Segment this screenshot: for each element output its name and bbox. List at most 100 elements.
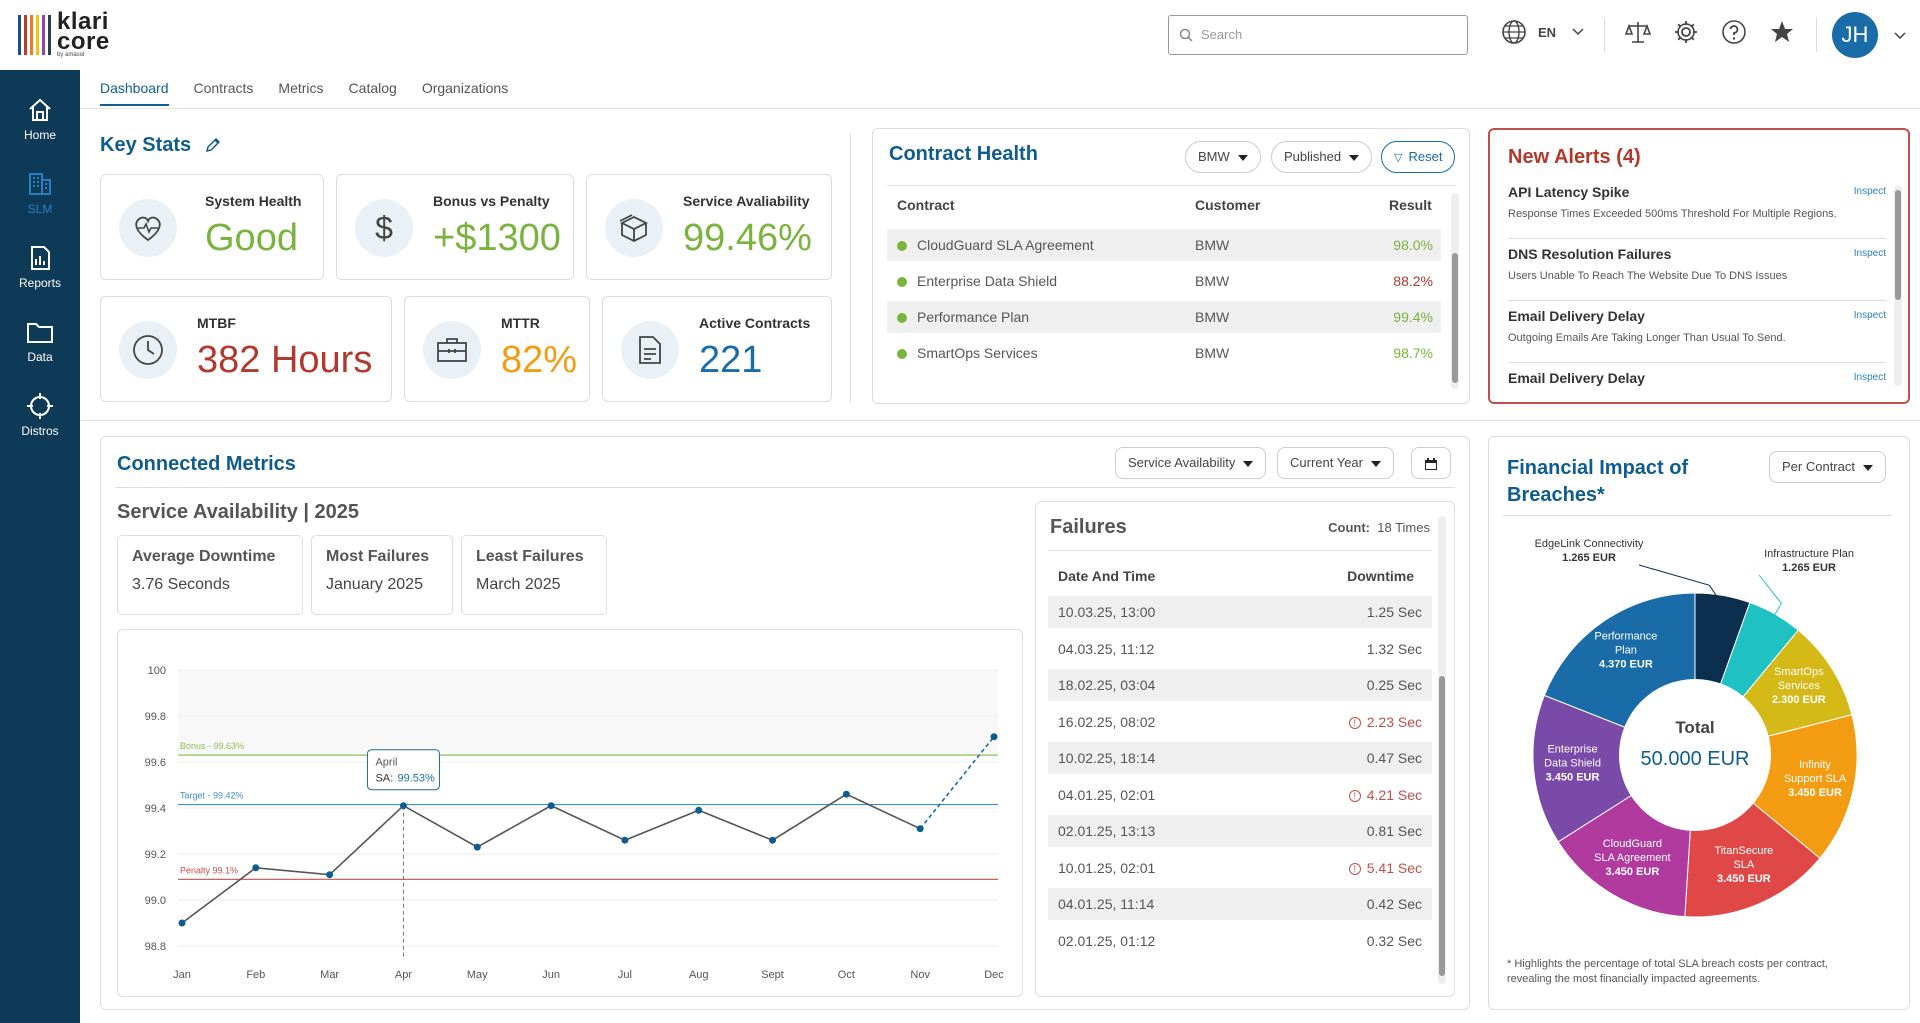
date-cell: 02.01.25, 01:12 — [1058, 932, 1156, 949]
sidebar-label-slm: SLM — [27, 202, 53, 216]
tooltip-box — [366, 749, 440, 791]
alert-title: Email Delivery Delay — [1508, 370, 1645, 386]
status-dot — [897, 349, 907, 360]
slice-name-line: TitanSecure — [1714, 845, 1773, 857]
stat-card-mttr[interactable]: MTTR 82% — [404, 296, 590, 402]
customer-filter-dropdown[interactable]: BMW — [1185, 141, 1261, 173]
scales-button[interactable] — [1624, 18, 1652, 46]
warning-icon: ! — [1348, 862, 1361, 875]
reset-button[interactable]: ▽ Reset — [1381, 141, 1456, 173]
slice-name: Infinity Support SLA — [1784, 759, 1847, 785]
stat-card-service-availability[interactable]: Service Avaliability 99.46% — [586, 174, 832, 280]
help-icon — [1722, 20, 1746, 44]
failure-row[interactable]: 10.02.25, 18:14 0.47 Sec — [1048, 742, 1432, 774]
result-cell: 88.2% — [1393, 273, 1433, 289]
table-row[interactable]: Enterprise Data Shield BMW 88.2% — [887, 265, 1441, 297]
failure-row[interactable]: 16.02.25, 08:02 ! 2.23 Sec — [1048, 706, 1432, 738]
failure-row[interactable]: 18.02.25, 03:04 0.25 Sec — [1048, 669, 1432, 701]
tab-metrics[interactable]: Metrics — [278, 80, 324, 96]
search-input[interactable]: Search — [1168, 15, 1468, 55]
alerts-panel: New Alerts (4) API Latency Spike Inspect R… — [1488, 128, 1910, 404]
language-selector[interactable]: EN — [1500, 18, 1584, 46]
stat-label: Bonus vs Penalty — [433, 193, 550, 209]
table-row[interactable]: Performance Plan BMW 99.4% — [887, 301, 1441, 333]
alert-divider — [1508, 362, 1886, 363]
inspect-link[interactable]: Inspect — [1853, 248, 1886, 259]
x-tick-label: Oct — [838, 969, 855, 981]
alert-item[interactable]: DNS Resolution Failures Inspect Users Unab… — [1508, 246, 1886, 301]
customer-cell: BMW — [1195, 309, 1230, 325]
dollar-icon: $ — [375, 209, 393, 246]
failure-row[interactable]: 04.01.25, 02:01 ! 4.21 Sec — [1048, 779, 1432, 811]
failure-row[interactable]: 10.03.25, 13:00 1.25 Sec — [1048, 596, 1432, 628]
failure-row[interactable]: 04.03.25, 11:12 1.32 Sec — [1048, 633, 1432, 665]
data-point — [695, 806, 703, 814]
clock-icon-circle — [119, 321, 177, 379]
table-row[interactable]: SmartOps Services BMW 98.7% — [887, 337, 1441, 369]
inspect-link[interactable]: Inspect — [1853, 310, 1886, 321]
sidebar-item-data[interactable]: Data — [0, 312, 80, 376]
divider — [115, 487, 1455, 488]
settings-button[interactable] — [1672, 18, 1700, 46]
alert-title: DNS Resolution Failures — [1508, 246, 1672, 262]
failure-row[interactable]: 02.01.25, 01:12 0.32 Sec — [1048, 925, 1432, 957]
scrollbar-thumb[interactable] — [1439, 676, 1445, 976]
avatar-chevron-icon[interactable] — [1894, 32, 1906, 40]
tab-contracts[interactable]: Contracts — [193, 80, 254, 96]
count-value: 18 Times — [1377, 520, 1430, 535]
inspect-link[interactable]: Inspect — [1853, 186, 1886, 197]
pie-slice[interactable] — [1532, 694, 1697, 843]
favorites-button[interactable] — [1768, 18, 1796, 46]
per-contract-dropdown[interactable]: Per Contract — [1769, 451, 1886, 483]
failure-row[interactable]: 10.01.25, 02:01 ! 5.41 Sec — [1048, 852, 1432, 884]
failures-scrollbar[interactable] — [1438, 516, 1446, 984]
slice-name: CloudGuard SLA Agreement — [1594, 838, 1670, 864]
summary-card-average-downtime: Average Downtime 3.76 Seconds — [117, 535, 303, 615]
downtime-cell: 0.81 Sec — [1366, 823, 1422, 839]
alert-item[interactable]: API Latency Spike Inspect Response Times E… — [1508, 184, 1886, 239]
connected-metrics-title: Connected Metrics — [117, 453, 296, 475]
footnote: * Highlights the percentage of total SLA… — [1507, 957, 1828, 987]
stat-value: 82% — [501, 339, 578, 381]
calendar-button[interactable] — [1411, 447, 1451, 479]
inspect-link[interactable]: Inspect — [1853, 372, 1886, 383]
data-point — [326, 871, 334, 879]
metric-filter-dropdown[interactable]: Service Availability — [1115, 447, 1267, 479]
period-filter-dropdown[interactable]: Current Year — [1277, 447, 1394, 479]
stat-card-system-health[interactable]: System Health Good — [100, 174, 324, 280]
calendar-icon — [1425, 457, 1437, 470]
alert-item[interactable]: Email Delivery Delay Inspect — [1508, 370, 1886, 386]
failure-row[interactable]: 02.01.25, 13:13 0.81 Sec — [1048, 815, 1432, 847]
scrollbar[interactable] — [1451, 193, 1459, 389]
scrollbar-thumb[interactable] — [1452, 253, 1458, 383]
alert-item[interactable]: Email Delivery Delay Inspect Outgoing Emai… — [1508, 308, 1886, 363]
alerts-scrollbar[interactable] — [1894, 186, 1902, 386]
help-button[interactable] — [1720, 18, 1748, 46]
heart-icon-circle — [119, 199, 177, 257]
failures-title: Failures — [1050, 516, 1127, 538]
stat-card-mtbf[interactable]: MTBF 382 Hours — [100, 296, 392, 402]
tab-dashboard[interactable]: Dashboard — [100, 80, 169, 106]
tab-organizations[interactable]: Organizations — [421, 80, 509, 96]
sidebar-item-home[interactable]: Home — [0, 90, 80, 154]
app-logo[interactable]: klari core by amasol — [18, 10, 110, 58]
avatar[interactable]: JH — [1832, 12, 1878, 58]
sidebar-label-data: Data — [27, 350, 53, 364]
stat-label: System Health — [205, 193, 302, 209]
sidebar-item-reports[interactable]: Reports — [0, 238, 80, 302]
status-filter-dropdown[interactable]: Published — [1271, 141, 1373, 173]
sidebar-item-slm[interactable]: SLM — [0, 164, 80, 228]
x-tick-label: Jul — [618, 969, 632, 981]
stat-card-bonus-penalty[interactable]: $ Bonus vs Penalty +$1300 — [336, 174, 574, 280]
downtime-cell: ! 4.21 Sec — [1348, 779, 1422, 811]
chart-subtitle: Service Availability | 2025 — [117, 501, 360, 523]
status-dot — [897, 277, 907, 288]
chevron-down-icon — [1572, 28, 1584, 36]
failure-row[interactable]: 04.01.25, 11:14 0.42 Sec — [1048, 888, 1432, 920]
scrollbar-thumb[interactable] — [1895, 190, 1901, 300]
edit-icon[interactable] — [204, 136, 222, 154]
tab-catalog[interactable]: Catalog — [348, 80, 397, 96]
table-row[interactable]: CloudGuard SLA Agreement BMW 98.0% — [887, 229, 1441, 261]
sidebar-item-distros[interactable]: Distros — [0, 386, 80, 450]
stat-card-active-contracts[interactable]: Active Contracts 221 — [602, 296, 832, 402]
